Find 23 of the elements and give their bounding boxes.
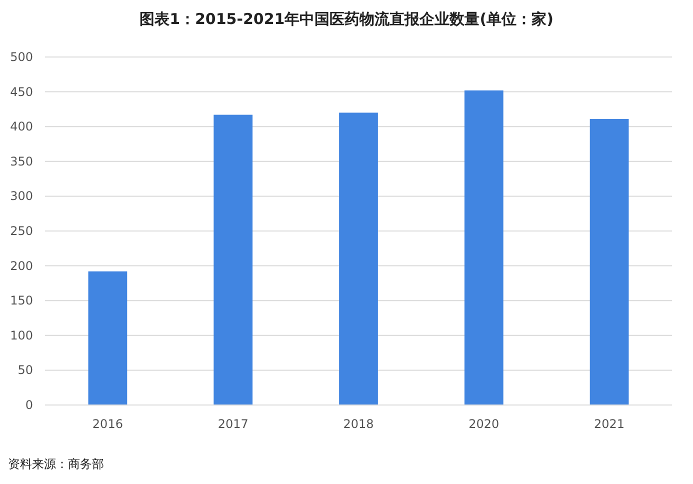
- text: 资料来源：商务部: [8, 457, 104, 471]
- y-tick-label: 350: [10, 154, 33, 168]
- y-tick-label: 250: [10, 224, 33, 238]
- y-tick-label: 0: [25, 398, 33, 412]
- y-tick-label: 50: [18, 363, 33, 378]
- x-tick-label: 2017: [218, 417, 248, 431]
- y-tick-label: 400: [10, 120, 33, 134]
- y-tick-label: 200: [10, 258, 33, 273]
- y-tick-label: 100: [10, 328, 33, 342]
- bar: [339, 112, 378, 405]
- bar: [464, 90, 504, 405]
- bar: [590, 118, 629, 405]
- x-tick-label: 2016: [92, 417, 123, 431]
- bar: [88, 271, 128, 405]
- bar: [214, 114, 253, 405]
- chart-title: 图表1：2015-2021年中国医药物流直报企业数量(单位：家): [140, 10, 554, 28]
- y-tick-label: 450: [10, 84, 33, 99]
- y-tick-label: 150: [10, 294, 33, 308]
- x-tick-label: 2020: [468, 417, 500, 431]
- y-tick-label: 500: [10, 50, 33, 64]
- y-tick-label: 300: [10, 189, 33, 204]
- x-tick-label: 2018: [343, 417, 374, 431]
- x-tick-label: 2021: [594, 417, 625, 431]
